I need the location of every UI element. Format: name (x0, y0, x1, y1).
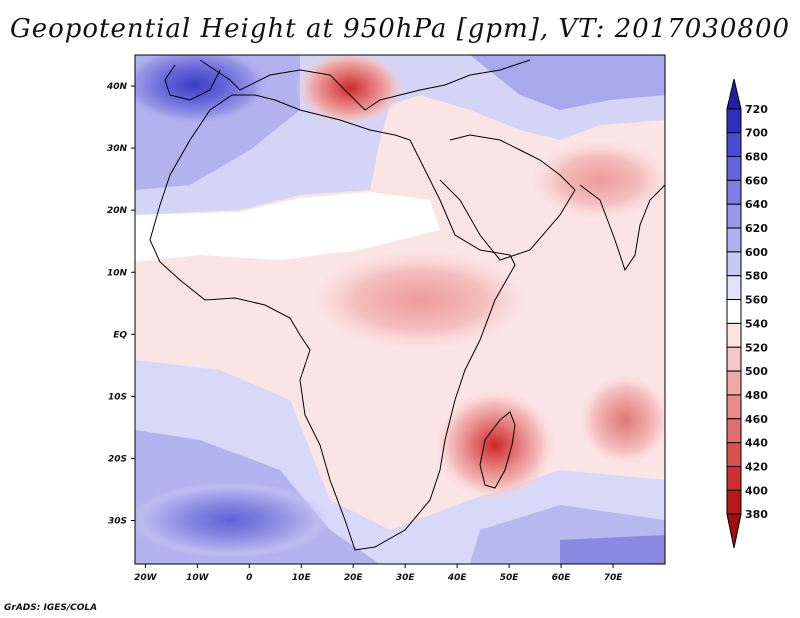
x-axis: 20W 10W 0 10E 20E 30E 40E 50E 60E 70E (134, 564, 623, 583)
colorbar-label: 440 (745, 437, 768, 450)
colorbar-label: 680 (745, 151, 768, 164)
x-tick-label: 10W (186, 573, 210, 583)
colorbar-label: 640 (745, 198, 768, 211)
mediterranean-low (295, 55, 405, 126)
colorbar-swatch (726, 465, 742, 491)
azores-high (135, 55, 270, 125)
sahel-white-band (135, 192, 440, 262)
y-tick-label: EQ (113, 330, 127, 340)
south-atlantic-high (135, 482, 330, 558)
map-frame (134, 54, 666, 565)
colorbar-label: 420 (745, 460, 768, 473)
arabia-coast (439, 134, 576, 261)
iberia-coast (164, 64, 221, 101)
colorbar-arrow-top (726, 78, 742, 110)
colorbar-swatch (726, 418, 742, 444)
x-tick-label: 30E (396, 573, 416, 583)
northeast-blue (470, 55, 665, 110)
y-tick-label: 30N (107, 144, 128, 154)
india-coast (579, 184, 665, 272)
madagascar-low (435, 390, 555, 500)
colorbar-swatch (726, 442, 742, 467)
colorbar-swatch (726, 227, 742, 253)
colorbar-label: 700 (745, 127, 768, 140)
africa-coastline (149, 94, 516, 551)
colorbar-label: 520 (745, 341, 768, 354)
colorbar-label: 600 (745, 246, 768, 259)
x-tick-label: 50E (500, 573, 520, 583)
europe-coast (199, 59, 531, 111)
map-field (135, 55, 665, 564)
y-tick-label: 40N (106, 82, 128, 92)
colorbar: 720 700 680 660 640 620 600 580 560 540 520 500 480 4… (726, 78, 768, 549)
colorbar-swatch (726, 203, 742, 229)
x-tick-label: 20E (344, 573, 364, 583)
colorbar-swatch (726, 251, 742, 277)
madagascar (479, 411, 516, 489)
map-title: Geopotential Height at 950hPa [gpm], VT:… (9, 14, 791, 44)
colorbar-label: 500 (745, 365, 768, 378)
colorbar-swatch (726, 108, 742, 134)
x-tick-label: 0 (246, 573, 252, 583)
india-low (530, 140, 665, 220)
x-tick-label: 10E (292, 573, 312, 583)
colorbar-label: 380 (745, 508, 768, 521)
x-tick-label: 70E (604, 573, 624, 583)
colorbar-label: 400 (745, 484, 768, 497)
colorbar-swatch (726, 179, 742, 205)
colorbar-swatch (726, 132, 742, 158)
y-tick-label: 30S (108, 517, 127, 527)
y-tick-label: 10S (108, 392, 127, 402)
colorbar-swatch (726, 156, 742, 181)
colorbar-swatch (726, 370, 742, 396)
grads-credit: GrADS: IGES/COLA (4, 603, 98, 613)
colorbar-label: 580 (745, 270, 768, 283)
x-tick-label: 40E (447, 573, 468, 583)
colorbar-swatch (726, 394, 742, 420)
colorbar-label: 480 (745, 389, 768, 402)
colorbar-label: 460 (745, 413, 768, 426)
y-tick-label: 10N (107, 268, 128, 278)
colorbar-swatch (726, 346, 742, 372)
colorbar-label: 540 (745, 317, 768, 330)
indian-ocean-low (580, 375, 665, 465)
colorbar-arrow-bottom (726, 513, 742, 549)
colorbar-label: 720 (745, 103, 768, 116)
y-tick-label: 20N (107, 206, 128, 216)
colorbar-label: 660 (745, 174, 768, 187)
y-tick-label: 20S (108, 454, 127, 464)
colorbar-swatch (726, 275, 742, 301)
y-axis: 40N 30N 20N 10N EQ 10S 20S 30S (106, 82, 135, 527)
colorbar-swatch (726, 299, 742, 324)
central-africa-low (310, 250, 530, 350)
colorbar-swatch (726, 322, 742, 348)
x-tick-label: 20W (134, 573, 158, 583)
coastlines (149, 59, 665, 551)
colorbar-swatch (726, 489, 742, 515)
x-tick-label: 60E (552, 573, 572, 583)
colorbar-label: 620 (745, 222, 768, 235)
colorbar-label: 560 (745, 294, 768, 307)
